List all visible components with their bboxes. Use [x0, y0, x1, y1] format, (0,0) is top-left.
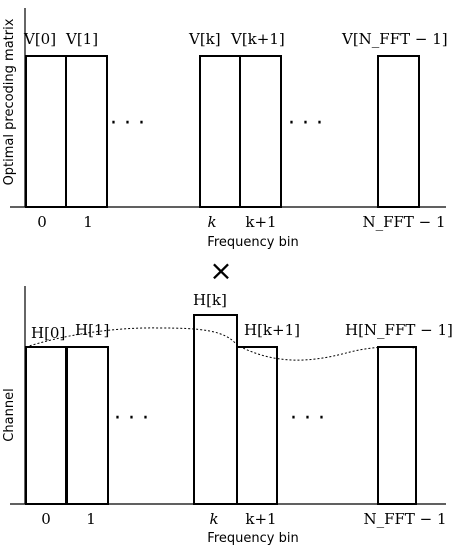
bottom-bar-1: [66, 346, 109, 505]
bottom-bar-label-0: H[0]: [31, 324, 65, 342]
bottom-y-axis-label: Channel: [2, 388, 17, 441]
bottom-bar-label-k-plus-1: H[k+1]: [244, 321, 300, 339]
bottom-x-axis-label: Frequency bin: [207, 531, 298, 546]
bottom-panel: H[0] H[1] H[k] H[k+1] H[N_FFT − 1] · · ·…: [2, 286, 453, 546]
top-bar-label-k-plus-1: V[k+1]: [230, 30, 285, 48]
bottom-ellipsis-right: · · ·: [290, 406, 325, 431]
top-bar-k-plus-1: [239, 55, 282, 208]
top-bar-0: [25, 55, 67, 208]
bottom-bar-nfft-minus-1: [377, 346, 417, 505]
top-bar-k: [199, 55, 241, 208]
bottom-ellipsis-left: · · ·: [114, 406, 149, 431]
bottom-tick-k: k: [209, 510, 218, 528]
bottom-bar-k: [193, 314, 238, 505]
bottom-bar-label-nfft-minus-1: H[N_FFT − 1]: [345, 321, 453, 339]
bottom-tick-1: 1: [86, 510, 96, 528]
bottom-tick-k-plus-1: k+1: [245, 510, 276, 528]
top-y-axis-label: Optimal precoding matrix: [2, 18, 17, 185]
top-tick-nfft-minus-1: N_FFT − 1: [362, 213, 445, 231]
channel-response-curve: [25, 327, 417, 361]
bottom-bar-k-plus-1: [236, 346, 278, 505]
top-x-axis-label: Frequency bin: [207, 235, 298, 250]
bottom-bar-0: [25, 346, 67, 505]
top-bar-nfft-minus-1: [377, 55, 420, 208]
bottom-tick-0: 0: [41, 510, 51, 528]
multiply-operator: ×: [209, 254, 232, 287]
top-ellipsis-right: · · ·: [288, 111, 323, 136]
top-tick-1: 1: [83, 213, 93, 231]
top-bar-label-nfft-minus-1: V[N_FFT − 1]: [341, 30, 448, 48]
top-tick-0: 0: [37, 213, 47, 231]
bottom-tick-nfft-minus-1: N_FFT − 1: [363, 510, 446, 528]
bottom-bar-label-k: H[k]: [193, 291, 227, 309]
top-bar-label-k: V[k]: [188, 30, 221, 48]
top-tick-k-plus-1: k+1: [245, 213, 276, 231]
top-bar-1: [65, 55, 108, 208]
top-bar-label-0: V[0]: [23, 30, 56, 48]
top-tick-k: k: [207, 213, 216, 231]
top-ellipsis-left: · · ·: [110, 111, 145, 136]
bottom-bar-label-1: H[1]: [75, 321, 109, 339]
top-panel: V[0] V[1] V[k] V[k+1] V[N_FFT − 1] · · ·…: [2, 8, 448, 250]
top-bar-label-1: V[1]: [65, 30, 98, 48]
